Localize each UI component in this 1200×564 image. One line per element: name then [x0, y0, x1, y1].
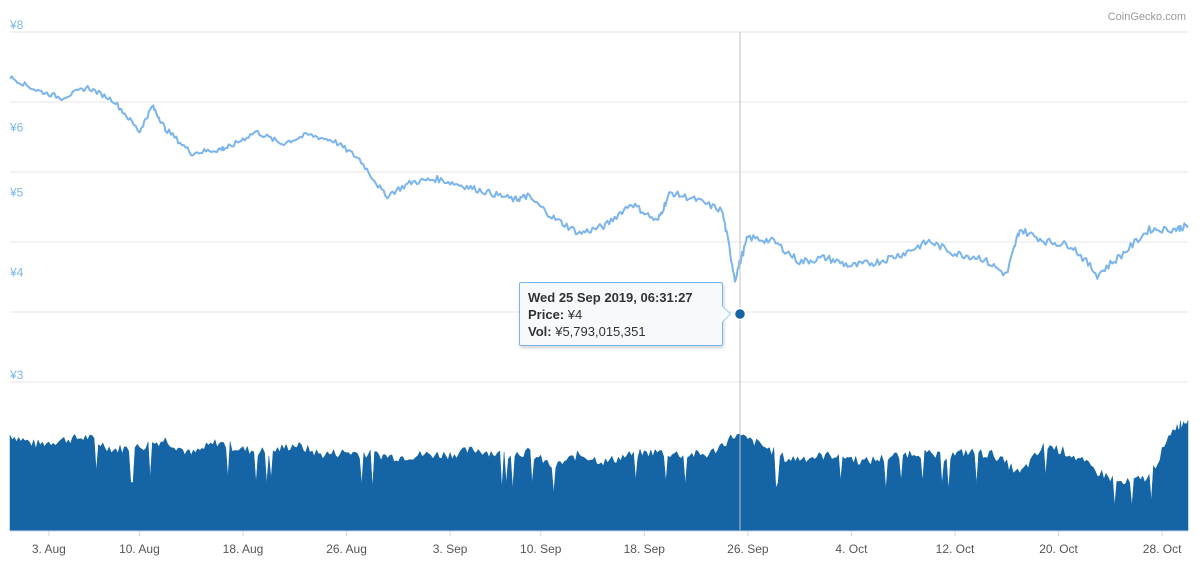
y-tick-label: ¥3: [9, 368, 24, 382]
x-tick-label: 20. Oct: [1039, 542, 1078, 556]
price-line: [9, 75, 1189, 283]
y-tick-label: ¥6: [9, 121, 24, 135]
x-tick-label: 18. Sep: [624, 542, 666, 556]
price-axis-labels: ¥8 ¥6 ¥5 ¥4 ¥3: [9, 18, 24, 382]
tooltip-price-value: ¥4: [567, 307, 583, 322]
x-tick-label: 10. Aug: [119, 542, 160, 556]
tooltip-vol-value: ¥5,793,015,351: [555, 324, 646, 339]
price-series: [9, 75, 1189, 283]
volume-series: [9, 420, 1189, 532]
x-tick-label: 3. Aug: [32, 542, 66, 556]
credit-label[interactable]: CoinGecko.com: [1107, 11, 1186, 23]
x-tick-label: 10. Sep: [520, 542, 562, 556]
tooltip-date: Wed 25 Sep 2019, 06:31:27: [528, 290, 693, 305]
hover-marker[interactable]: [733, 307, 747, 321]
tooltip-vol-label: Vol:: [528, 324, 552, 339]
x-tick-label: 4. Oct: [835, 542, 868, 556]
y-tick-label: ¥8: [9, 18, 24, 32]
y-tick-label: ¥5: [9, 186, 24, 200]
x-tick-label: 26. Aug: [326, 542, 367, 556]
x-tick-label: 3. Sep: [433, 542, 468, 556]
y-tick-label: ¥4: [9, 265, 24, 279]
tooltip-arrow-inner: [722, 306, 730, 322]
x-tick-label: 26. Sep: [727, 542, 769, 556]
volume-area: [9, 420, 1189, 532]
x-axis-labels: 3. Aug 10. Aug 18. Aug 26. Aug 3. Sep 10. Sep…: [32, 531, 1182, 556]
x-tick-label: 18. Aug: [223, 542, 264, 556]
tooltip-price-label: Price:: [528, 307, 565, 322]
x-tick-label: 28. Oct: [1143, 542, 1182, 556]
x-tick-label: 12. Oct: [936, 542, 975, 556]
chart-tooltip: Wed 25 Sep 2019, 06:31:27 Price: ¥4 Vol:…: [519, 282, 731, 346]
